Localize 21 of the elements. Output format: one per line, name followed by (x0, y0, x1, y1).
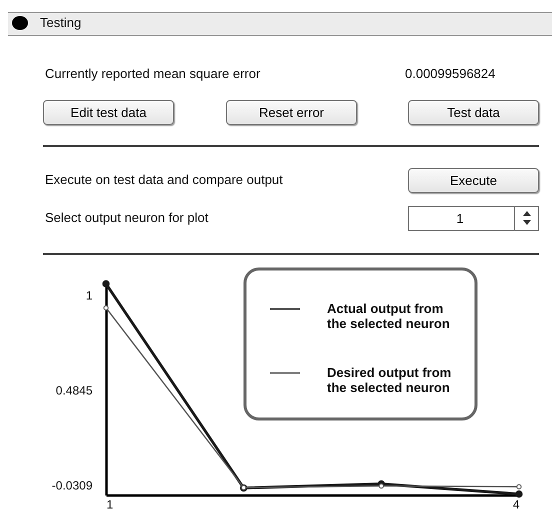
point (102, 280, 110, 288)
y-tick-label: -0.0309 (52, 478, 93, 493)
legend-label: Desired output from the selected neuron (327, 365, 452, 395)
x-tick-label: 4 (512, 498, 520, 512)
point (103, 305, 109, 310)
button: Edit test data (43, 100, 174, 125)
text: Select output neuron for plot (45, 210, 208, 225)
button: Test data (408, 100, 539, 125)
button: Reset error (226, 100, 357, 125)
text: 0.00099596824 (405, 66, 496, 81)
text: Currently reported mean square error (45, 66, 260, 81)
point (515, 490, 523, 498)
text: Execute on test data and compare output (45, 172, 283, 187)
point (516, 484, 522, 490)
point (378, 483, 384, 489)
legend-label: Actual output from the selected neuron (327, 301, 450, 331)
text: 1 (455, 211, 465, 226)
button: Execute (408, 168, 539, 193)
chart-title: Testing (40, 15, 82, 30)
y-tick-label: 1 (86, 288, 93, 302)
y-tick-label: 0.4845 (56, 383, 93, 398)
